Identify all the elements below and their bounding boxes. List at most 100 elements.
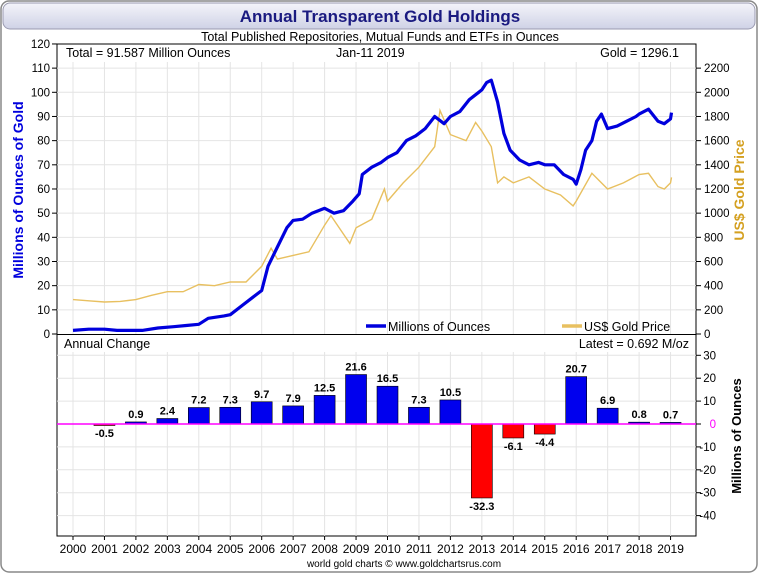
bar-label-2006: 9.7 [254, 389, 269, 401]
right-tick-label: 2000 [704, 87, 730, 99]
legend: Millions of Ounces US$ Gold Price [366, 320, 670, 334]
right-tick-label: 0 [704, 329, 710, 341]
left-tick-label: 0 [44, 329, 50, 341]
x-tick-label-2012: 2012 [437, 542, 464, 556]
top-gridlines [57, 62, 696, 334]
legend-holdings-label: Millions of Ounces [388, 320, 490, 334]
annual-change-bars [93, 374, 682, 499]
bar-2006 [250, 401, 273, 425]
bar-label-2003: 2.4 [160, 406, 176, 418]
x-tick-label-2006: 2006 [248, 542, 275, 556]
right-tick-label: 1400 [704, 160, 730, 172]
total-text: Total = 91.587 Million Ounces [66, 46, 230, 60]
bar-label-2010: 16.5 [377, 373, 398, 385]
x-tick-label-2010: 2010 [374, 542, 401, 556]
x-tick-label-2019: 2019 [657, 542, 684, 556]
bar-2007 [282, 405, 304, 425]
bar-2016 [565, 376, 588, 425]
bottom-tick-label: -30 [699, 488, 716, 500]
right-axis-ticks: 0 200 400 600 800 1000 1200 1400 1600 1800 2000 220… [696, 63, 730, 341]
bottom-tick-label: -40 [699, 511, 716, 523]
left-tick-label: 20 [37, 281, 50, 293]
right-tick-label: 800 [704, 232, 723, 244]
bar-label-2002: 0.9 [128, 409, 143, 421]
bar-2017 [596, 407, 619, 425]
x-tick-label-2003: 2003 [154, 542, 181, 556]
bar-label-2009: 21.6 [345, 362, 366, 374]
left-tick-label: 30 [37, 256, 50, 268]
right-tick-label: 1600 [704, 136, 730, 148]
bar-label-2015: -4.4 [535, 437, 555, 449]
x-tick-label-2005: 2005 [217, 542, 244, 556]
bar-2004 [188, 407, 210, 425]
left-tick-label: 120 [31, 39, 50, 51]
gold-price-text: Gold = 1296.1 [600, 46, 679, 60]
left-tick-label: 110 [32, 63, 50, 75]
bar-label-2012: 10.5 [440, 387, 461, 399]
x-tick-label-2000: 2000 [60, 542, 87, 556]
title-bar [2, 2, 756, 30]
bar-2012 [439, 399, 462, 425]
bar-label-2013: -32.3 [469, 501, 494, 513]
right-tick-label: 1200 [704, 184, 730, 196]
bar-label-2018: 0.8 [631, 409, 646, 421]
bar-label-2016: 20.7 [565, 364, 586, 376]
left-tick-label: 90 [37, 111, 50, 123]
latest-text: Latest = 0.692 M/oz [579, 337, 689, 351]
left-tick-label: 40 [37, 232, 50, 244]
bottom-tick-label: -20 [699, 465, 716, 477]
bottom-tick-label: 30 [703, 350, 716, 362]
bar-2005 [219, 406, 242, 425]
bar-2010 [376, 385, 399, 425]
bar-label-2014: -6.1 [504, 441, 523, 453]
bar-2009 [345, 374, 367, 425]
bar-2011 [408, 406, 430, 425]
right-tick-label: 400 [704, 281, 723, 293]
bottom-tick-label: -10 [699, 442, 716, 454]
bottom-tick-label: 10 [703, 396, 716, 408]
left-axis-ticks: 0 10 20 30 40 50 60 70 80 90 100 110 120 [31, 39, 57, 341]
left-tick-label: 100 [31, 87, 50, 99]
annual-change-label: Annual Change [64, 337, 150, 351]
bar-label-2005: 7.3 [223, 394, 238, 406]
bottom-tick-label: 20 [703, 373, 716, 385]
x-tick-label-2014: 2014 [500, 542, 527, 556]
bar-2008 [313, 395, 336, 425]
bar-label-2007: 7.9 [286, 393, 301, 405]
right-tick-label: 200 [704, 305, 723, 317]
bar-value-labels: -0.5 0.9 2.4 7.2 7.3 9.7 7.9 12.5 21.6 16.5 7.3 10.… [95, 362, 678, 513]
right-tick-label: 2200 [704, 63, 730, 75]
legend-gold-label: US$ Gold Price [584, 320, 670, 334]
left-tick-label: 50 [37, 208, 50, 220]
x-tick-label-2017: 2017 [594, 542, 621, 556]
bar-2014 [502, 423, 525, 439]
bar-label-2019: 0.7 [663, 409, 678, 421]
x-tick-label-2013: 2013 [468, 542, 495, 556]
right-tick-label: 1000 [704, 208, 730, 220]
x-tick-label-2009: 2009 [343, 542, 370, 556]
x-tick-label-2004: 2004 [185, 542, 212, 556]
bar-label-2011: 7.3 [411, 394, 426, 406]
x-tick-label-2007: 2007 [280, 542, 307, 556]
bottom-axis-ticks: 30 20 10 0 -10 -20 -30 -40 [696, 350, 716, 523]
holdings-line [72, 78, 674, 332]
footer-credit: world gold charts © www.goldchartsrus.co… [306, 559, 501, 570]
x-tick-label-2018: 2018 [626, 542, 653, 556]
x-tick-label-2016: 2016 [563, 542, 590, 556]
bar-label-2008: 12.5 [314, 382, 335, 394]
date-text: Jan-11 2019 [336, 46, 405, 60]
bar-label-2017: 6.9 [600, 395, 615, 407]
bottom-axis-label: Millions of Ounces [729, 378, 744, 494]
bar-label-2001: -0.5 [95, 428, 114, 440]
right-axis-label: US$ Gold Price [731, 139, 747, 240]
left-tick-label: 10 [37, 305, 50, 317]
x-tick-label-2002: 2002 [123, 542, 150, 556]
left-tick-label: 80 [37, 136, 50, 148]
chart-subtitle: Total Published Repositories, Mutual Fun… [201, 30, 559, 44]
x-tick-label-2011: 2011 [406, 542, 432, 556]
gold-price-line [72, 107, 673, 303]
bottom-tick-label: 0 [710, 419, 716, 431]
x-axis-labels: 2000 2001 2002 2003 2004 2005 2006 2007 2008 2009… [60, 536, 684, 556]
left-tick-label: 70 [37, 160, 50, 172]
